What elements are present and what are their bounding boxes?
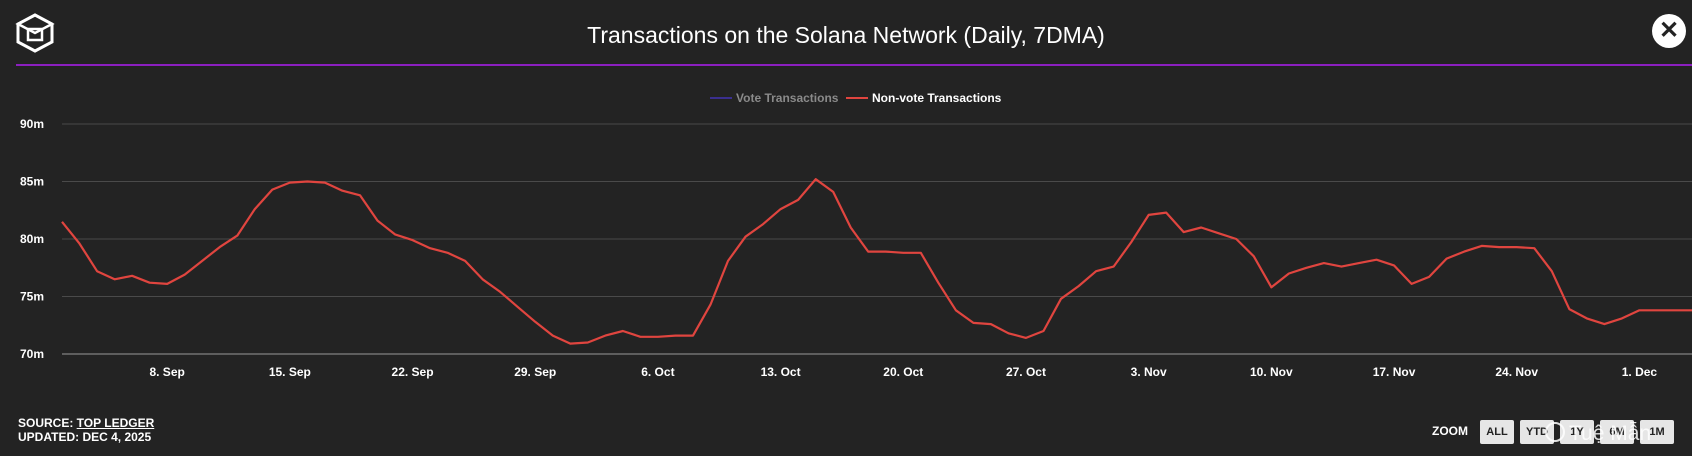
zoom-1y-button[interactable]: 1Y <box>1560 420 1594 444</box>
legend-item-label[interactable]: Non-vote Transactions <box>872 91 1002 105</box>
axis-layer: 70m 75m 80m 85m 90m 8. Sep 15. Sep 22. Sep 29. S… <box>20 117 1657 379</box>
legend-item-label[interactable]: Vote Transactions <box>736 91 839 105</box>
x-tick-label: 27. Oct <box>1006 365 1046 379</box>
chart-header: Transactions on the Solana Network (Dail… <box>0 0 1692 66</box>
watermark-text: Tuệ Mẫn <box>1569 422 1652 445</box>
y-tick-label: 90m <box>20 117 44 131</box>
x-tick-label: 17. Nov <box>1373 365 1416 379</box>
x-tick-label: 13. Oct <box>761 365 801 379</box>
x-tick-label: 20. Oct <box>883 365 923 379</box>
y-tick-label: 85m <box>20 175 44 189</box>
x-tick-label: 3. Nov <box>1131 365 1167 379</box>
y-tick-label: 70m <box>20 347 44 361</box>
logo-cube-icon <box>15 13 55 53</box>
source-link[interactable]: TOP LEDGER <box>76 416 155 430</box>
grid-layer <box>62 123 1692 355</box>
y-tick-label: 75m <box>20 290 44 304</box>
x-tick-label: 1. Dec <box>1622 365 1658 379</box>
chart-title: Transactions on the Solana Network (Dail… <box>587 22 1105 48</box>
x-tick-label: 24. Nov <box>1495 365 1538 379</box>
series-layer <box>61 178 1692 345</box>
x-tick-label: 15. Sep <box>269 365 311 379</box>
close-button[interactable]: ✕ <box>1652 14 1686 48</box>
x-tick-label: 22. Sep <box>392 365 434 379</box>
zoom-label: ZOOM <box>1432 424 1468 438</box>
source-prefix: SOURCE: <box>18 416 77 430</box>
zoom-6m-button[interactable]: 6M <box>1600 420 1634 444</box>
x-tick-label: 10. Nov <box>1250 365 1293 379</box>
x-tick-label: 6. Oct <box>641 365 674 379</box>
watermark-icon <box>1545 422 1565 442</box>
updated-date: UPDATED: DEC 4, 2025 <box>18 430 152 444</box>
series-line-nonvote <box>61 178 1692 345</box>
x-tick-label: 8. Sep <box>149 365 184 379</box>
header-divider <box>16 64 1692 66</box>
legend[interactable]: Vote Transactions Non-vote Transactions <box>710 91 1002 105</box>
x-tick-label: 29. Sep <box>514 365 556 379</box>
source-info: SOURCE: TOP LEDGER UPDATED: DEC 4, 2025 <box>18 416 154 444</box>
zoom-all-button[interactable]: ALL <box>1480 420 1514 444</box>
zoom-1m-button[interactable]: 1M <box>1640 420 1674 444</box>
y-tick-label: 80m <box>20 232 44 246</box>
line-chart: 70m 75m 80m 85m 90m 8. Sep 15. Sep 22. Sep 29. S… <box>20 91 1692 379</box>
watermark: Tuệ Mẫn <box>1545 422 1651 446</box>
